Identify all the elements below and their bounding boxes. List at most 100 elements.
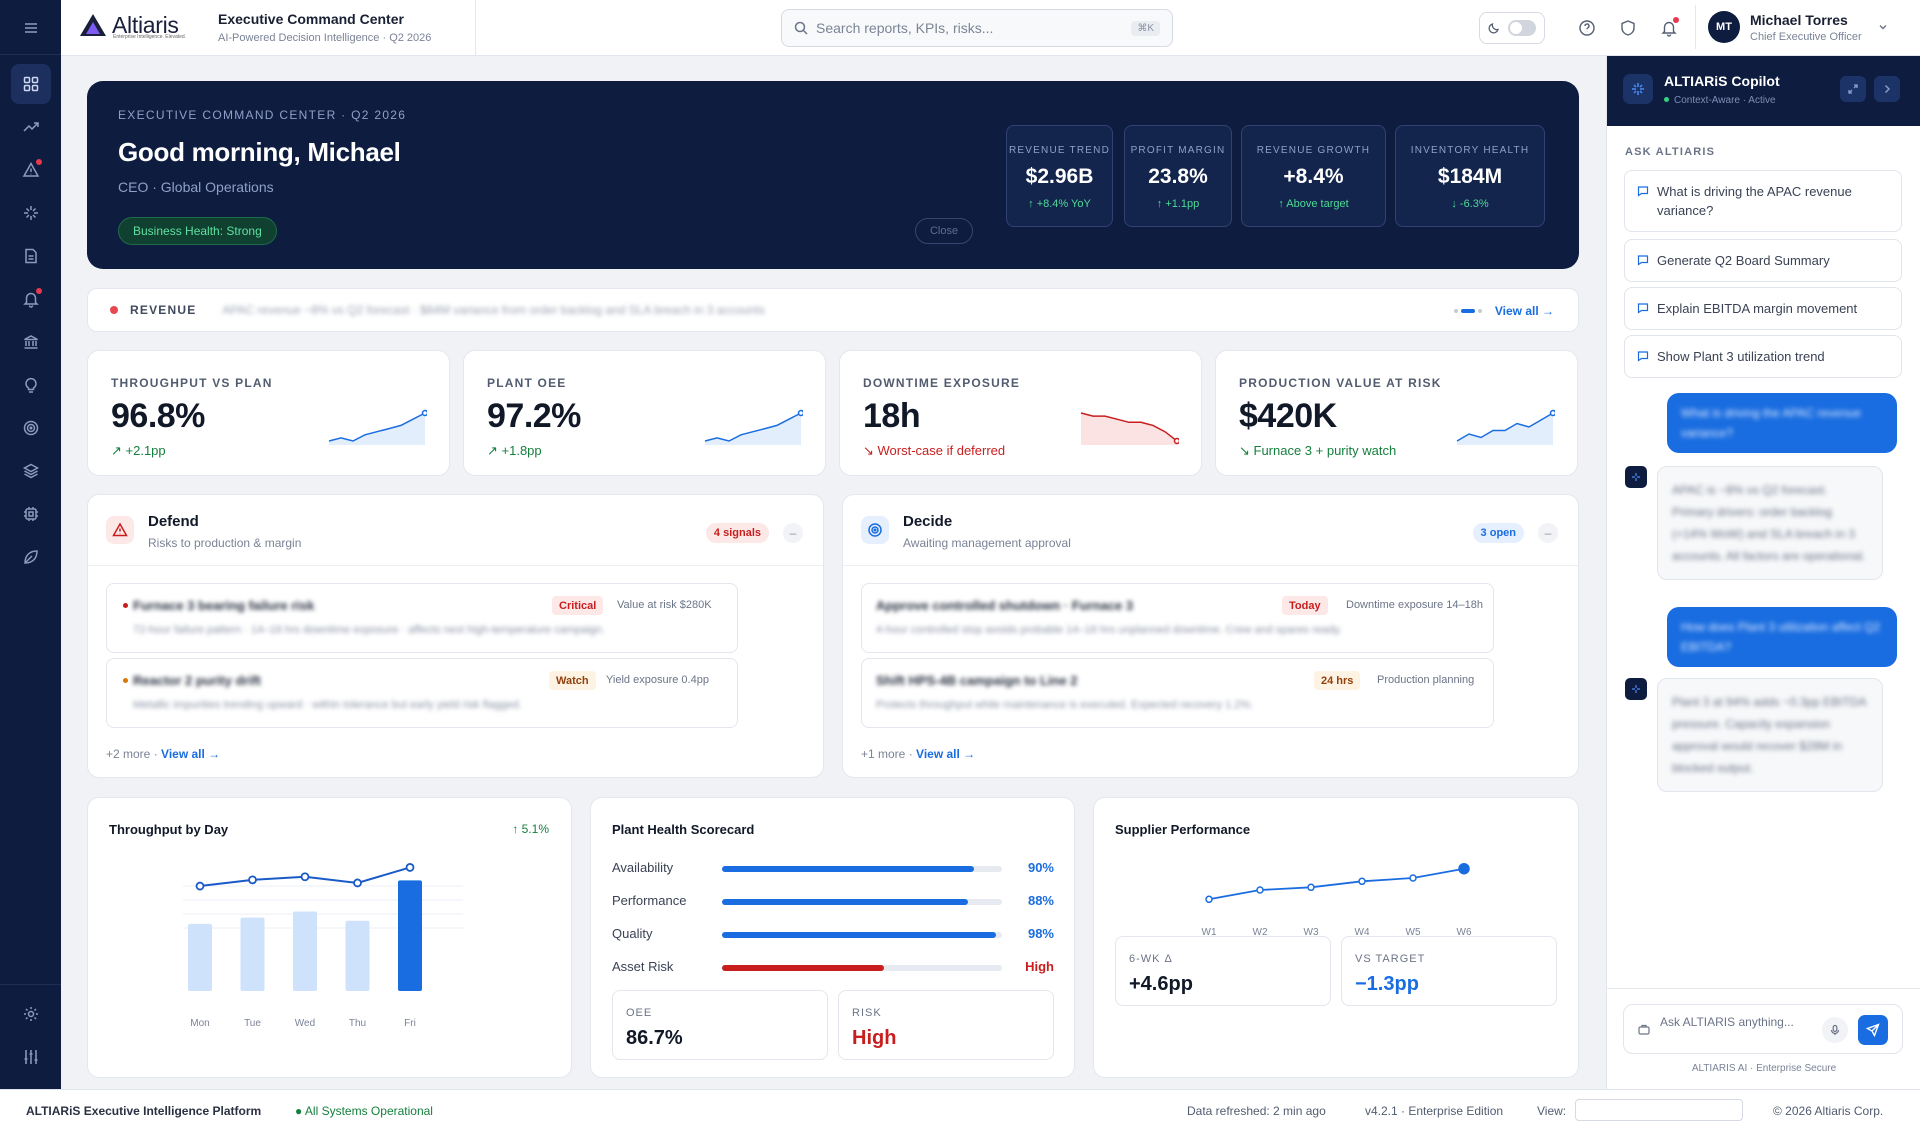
page-subtitle: AI-Powered Decision Intelligence · Q2 20… <box>218 32 432 44</box>
throughput-bar[interactable] <box>293 911 317 991</box>
stat-card-throughput[interactable]: THROUGHPUT VS PLAN 96.8% ↗ +2.1pp <box>87 350 450 476</box>
suggestion-button[interactable]: Explain EBITDA margin movement <box>1624 287 1902 330</box>
help-button[interactable] <box>1571 12 1603 44</box>
supplier-point[interactable] <box>1205 895 1213 904</box>
chat-icon <box>1637 303 1649 314</box>
warning-icon <box>106 516 134 544</box>
decision-item[interactable]: Shift HPS-4B campaign to Line 2 24 hrs P… <box>861 658 1494 728</box>
collapse-button[interactable]: – <box>783 523 803 543</box>
sparkline-endpoint <box>1549 409 1555 417</box>
document-icon[interactable] <box>11 236 51 276</box>
throughput-bar[interactable] <box>345 920 370 991</box>
revenue-ticker[interactable]: REVENUE APAC revenue −8% vs Q2 forecast … <box>87 288 1579 332</box>
attach-icon[interactable] <box>1637 1023 1651 1037</box>
supplier-point[interactable] <box>1256 886 1264 894</box>
notification-dot <box>1673 17 1679 23</box>
layers-icon[interactable] <box>11 451 51 491</box>
tile-value: +4.6pp <box>1129 973 1193 995</box>
copilot-input[interactable] <box>1660 1015 1810 1045</box>
decision-item[interactable]: Approve controlled shutdown · Furnace 3 … <box>861 583 1494 653</box>
ai-avatar <box>1625 678 1647 700</box>
throughput-bar[interactable] <box>398 880 422 991</box>
supplier-point[interactable] <box>1458 862 1470 875</box>
view-all-link[interactable]: View all → <box>161 747 221 761</box>
x-tick-label: Thu <box>349 1018 366 1028</box>
kpi-profit-margin[interactable]: PROFIT MARGIN 23.8% ↑ +1.1pp <box>1124 125 1232 227</box>
trend-icon[interactable] <box>11 107 51 147</box>
bank-icon[interactable] <box>11 322 51 362</box>
supplier-point[interactable] <box>1307 883 1315 892</box>
kpi-delta: ↑ Above target <box>1278 198 1349 210</box>
sparkline <box>704 409 803 445</box>
menu-icon[interactable] <box>11 8 51 48</box>
alert-icon[interactable] <box>11 150 51 190</box>
user-menu[interactable]: MT Michael Torres Chief Executive Office… <box>1695 5 1907 49</box>
suggestion-button[interactable]: What is driving the APAC revenue varianc… <box>1624 170 1902 232</box>
deadline-tag: Today <box>1282 596 1328 615</box>
mic-button[interactable] <box>1822 1017 1848 1043</box>
search-bar[interactable]: ⌘K <box>781 9 1173 47</box>
panel-subtitle: Awaiting management approval <box>903 536 1071 550</box>
view-selector[interactable] <box>1575 1099 1743 1121</box>
risk-item[interactable]: Reactor 2 purity drift Watch Yield expos… <box>106 658 738 728</box>
tile-label: OEE <box>626 1007 653 1019</box>
moon-icon <box>1488 23 1499 34</box>
throughput-card: Throughput by Day ↑ 5.1% Mon Tue Wed Thu Fri <box>87 797 572 1078</box>
settings-icon[interactable] <box>11 994 51 1034</box>
kpi-label: REVENUE GROWTH <box>1256 145 1371 156</box>
dashboard-icon[interactable] <box>10 64 51 104</box>
stat-label: DOWNTIME EXPOSURE <box>863 376 1021 390</box>
supplier-point[interactable] <box>1358 877 1366 886</box>
throughput-point[interactable] <box>300 872 310 882</box>
stat-card-oee[interactable]: PLANT OEE 97.2% ↗ +1.8pp <box>463 350 826 476</box>
ticker-pagination[interactable] <box>1454 309 1482 313</box>
metric-track <box>722 899 1002 905</box>
hero-close-button[interactable]: Close <box>915 218 973 244</box>
stat-card-value-at-risk[interactable]: PRODUCTION VALUE AT RISK $420K ↘ Furnace… <box>1215 350 1578 476</box>
sparkline-area <box>1081 413 1177 445</box>
throughput-point[interactable] <box>405 863 415 872</box>
panel-footer: +1 more · View all → <box>861 747 975 761</box>
security-button[interactable] <box>1612 12 1644 44</box>
sliders-icon[interactable] <box>11 1037 51 1077</box>
user-message: How does Plant 3 utilization affect Q2 E… <box>1667 607 1897 667</box>
send-button[interactable] <box>1858 1015 1888 1045</box>
leaf-icon[interactable] <box>11 537 51 577</box>
throughput-point[interactable] <box>248 875 257 885</box>
stat-card-downtime[interactable]: DOWNTIME EXPOSURE 18h ↘ Worst-case if de… <box>839 350 1202 476</box>
status-dot <box>110 306 118 314</box>
expand-button[interactable] <box>1840 76 1866 102</box>
brand-logo[interactable]: Altiaris Enterprise Intelligence. Elevat… <box>79 13 186 40</box>
sparkle-icon[interactable] <box>11 193 51 233</box>
kpi-revenue-trend[interactable]: REVENUE TREND $2.96B ↑ +8.4% YoY <box>1006 125 1113 227</box>
chip-icon[interactable] <box>11 494 51 534</box>
chat-icon <box>1637 351 1649 362</box>
throughput-point[interactable] <box>353 878 362 888</box>
risk-item[interactable]: Furnace 3 bearing failure risk Critical … <box>106 583 738 653</box>
lightbulb-icon[interactable] <box>11 365 51 405</box>
stat-value: $420K <box>1239 397 1337 435</box>
notifications-button[interactable] <box>1653 12 1685 44</box>
sparkline-area <box>329 413 425 445</box>
view-all-link[interactable]: View all → <box>916 747 976 761</box>
supplier-point[interactable] <box>1409 874 1417 882</box>
bell-icon[interactable] <box>11 279 51 319</box>
suggestion-button[interactable]: Show Plant 3 utilization trend <box>1624 335 1902 378</box>
target-icon[interactable] <box>11 408 51 448</box>
ticker-message: APAC revenue −8% vs Q2 forecast · $84M v… <box>222 303 765 317</box>
severity-tag: Critical <box>552 596 604 615</box>
search-input[interactable] <box>816 20 1124 36</box>
kpi-inventory-health[interactable]: INVENTORY HEALTH $184M ↓ -6.3% <box>1395 125 1545 227</box>
theme-toggle[interactable] <box>1479 12 1545 44</box>
kpi-revenue-growth[interactable]: REVENUE GROWTH +8.4% ↑ Above target <box>1241 125 1386 227</box>
ticker-view-all-link[interactable]: View all → <box>1494 304 1554 318</box>
suggestion-button[interactable]: Generate Q2 Board Summary <box>1624 239 1902 282</box>
collapse-button[interactable]: – <box>1538 523 1558 543</box>
collapse-panel-button[interactable] <box>1874 76 1900 102</box>
toggle-switch[interactable] <box>1508 20 1536 36</box>
throughput-bar[interactable] <box>240 917 265 991</box>
throughput-point[interactable] <box>195 881 205 891</box>
scorecard-row: Performance 88% <box>612 893 1054 909</box>
throughput-bar[interactable] <box>188 923 212 991</box>
metric-fill <box>722 899 969 905</box>
